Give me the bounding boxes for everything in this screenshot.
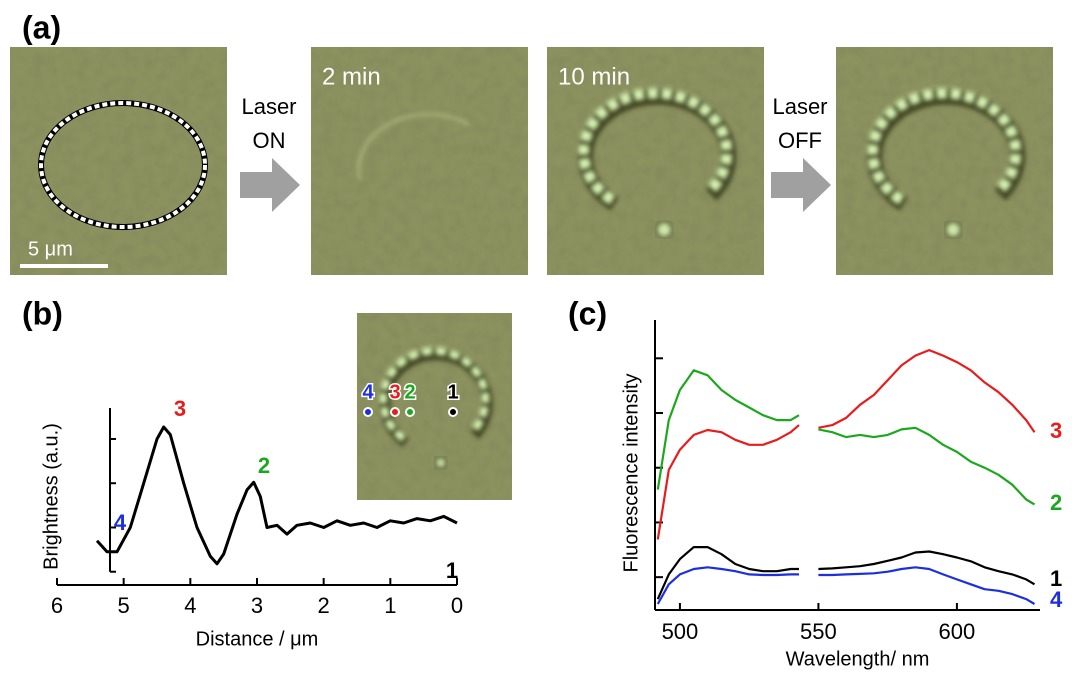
particle	[944, 220, 963, 239]
curve-label: 3	[174, 396, 186, 421]
particle	[655, 220, 674, 239]
inset-label: 4	[362, 381, 374, 403]
x-tick-label: 1	[384, 593, 396, 618]
particle	[433, 455, 448, 470]
inset-dot	[363, 407, 373, 417]
x-tick-label: 550	[800, 619, 837, 644]
inset-label: 3	[389, 381, 400, 403]
x-axis-title: Wavelength/ nm	[786, 648, 930, 670]
series-label: 4	[1050, 587, 1063, 612]
inset-label: 1	[447, 381, 458, 403]
data-line	[95, 425, 458, 566]
x-tick-label: 5	[118, 593, 130, 618]
inset-label: 2	[404, 381, 415, 403]
inset-dot	[448, 407, 458, 417]
data-line	[656, 369, 1036, 506]
time-label: 2 min	[322, 63, 381, 90]
arrow-label: OFF	[778, 128, 822, 153]
x-axis-title: Distance / μm	[196, 628, 319, 650]
arrow	[771, 158, 831, 212]
curve-label: 2	[258, 453, 270, 478]
arrow-label: ON	[253, 128, 286, 153]
x-tick-label: 500	[662, 619, 699, 644]
micrograph-texture	[10, 47, 227, 275]
ring	[379, 346, 490, 442]
series-label: 1	[1050, 566, 1062, 591]
x-tick-label: 4	[184, 593, 196, 618]
data-line	[656, 566, 1036, 605]
time-label: 10 min	[558, 63, 630, 90]
panel-label: (a)	[22, 9, 61, 45]
x-tick-label: 3	[251, 593, 263, 618]
arrow	[240, 158, 300, 212]
y-axis-title: Fluorescence intensity	[620, 374, 642, 573]
curve-label: 4	[114, 510, 127, 535]
ring	[578, 87, 733, 205]
panel-label: (b)	[22, 295, 63, 331]
dashed-outline	[39, 101, 207, 229]
data-line	[656, 349, 1036, 540]
arrow-label: Laser	[241, 94, 296, 119]
series-label: 2	[1050, 490, 1062, 515]
data-line	[656, 546, 1036, 600]
arrow-label: Laser	[772, 94, 827, 119]
x-tick-label: 0	[451, 593, 463, 618]
scale-bar-label: 5 μm	[28, 238, 73, 260]
inset-dot	[405, 407, 415, 417]
y-axis-title: Brightness (a.u.)	[40, 423, 62, 570]
x-tick-label: 6	[51, 593, 63, 618]
ring	[867, 87, 1022, 205]
curve-label: 1	[446, 558, 458, 583]
micrograph-texture	[311, 47, 528, 275]
panel-label: (c)	[568, 295, 607, 331]
series-label: 3	[1050, 418, 1062, 443]
x-tick-label: 2	[318, 593, 330, 618]
faint-ring	[357, 112, 471, 181]
inset-dot	[390, 407, 400, 417]
x-tick-label: 600	[939, 619, 976, 644]
